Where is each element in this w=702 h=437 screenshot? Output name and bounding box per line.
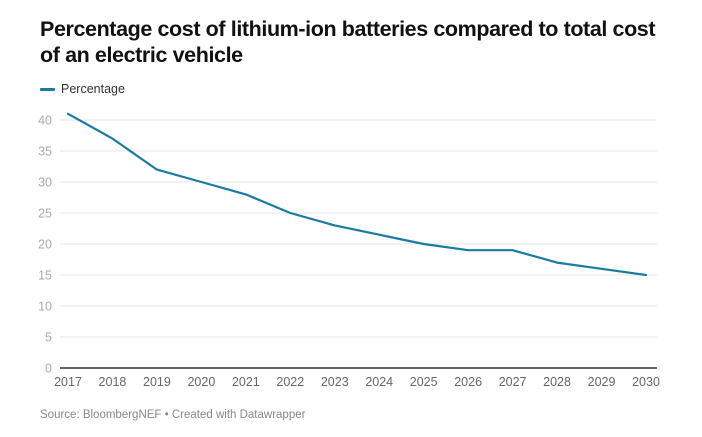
chart-title: Percentage cost of lithium-ion batteries… [40,17,656,67]
y-tick-label: 40 [38,114,52,128]
y-tick-label: 5 [45,331,52,345]
x-tick-label: 2027 [499,375,527,389]
legend-swatch-percentage [40,87,55,91]
gridlines [60,119,657,369]
y-tick-label: 20 [38,238,52,252]
x-tick-label: 2025 [410,375,438,389]
x-tick-label: 2024 [365,375,393,389]
legend-label-percentage: Percentage [61,82,125,96]
x-tick-label: 2021 [232,375,260,389]
x-tick-label: 2026 [454,375,482,389]
x-tick-label: 2022 [276,375,304,389]
x-axis-ticks: 2017 2018 2019 2020 2021 2022 2023 2024 2025 2026… [54,375,660,389]
legend: Percentage [40,82,125,96]
x-tick-label: 2018 [99,375,127,389]
x-tick-label: 2020 [187,375,215,389]
y-axis-ticks: 0 5 10 15 20 25 30 35 40 [38,114,52,376]
series-lines [66,112,648,277]
y-tick-label: 30 [38,176,52,190]
y-tick-label: 0 [45,362,52,376]
y-tick-label: 35 [38,145,52,159]
y-tick-label: 10 [38,300,52,314]
source-note: Source: BloombergNEF • Created with Data… [40,409,306,421]
x-tick-label: 2030 [632,375,660,389]
x-tick-label: 2017 [54,375,82,389]
x-tick-label: 2029 [588,375,616,389]
x-tick-label: 2019 [143,375,171,389]
x-tick-label: 2028 [543,375,571,389]
series-line-percentage [66,112,648,277]
y-tick-label: 15 [38,269,52,283]
x-tick-label: 2023 [321,375,349,389]
y-tick-label: 25 [38,207,52,221]
